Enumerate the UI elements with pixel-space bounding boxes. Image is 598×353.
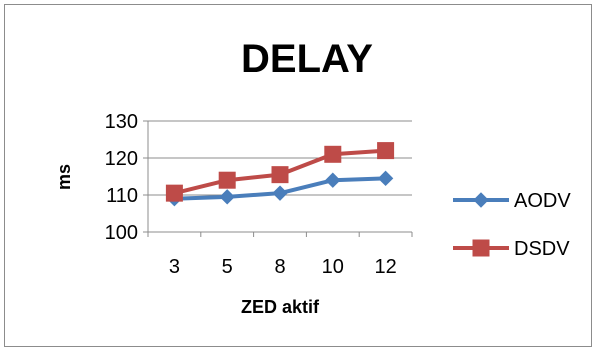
chart-frame — [4, 4, 592, 347]
y-tick-label: 100 — [105, 222, 138, 244]
y-tick-label: 110 — [106, 185, 138, 207]
data-point — [218, 171, 236, 189]
x-tick-label: 5 — [222, 256, 233, 278]
x-tick-label: 10 — [322, 256, 344, 278]
series-group — [165, 142, 395, 207]
x-tick-labels: 3 5 8 10 12 — [169, 256, 397, 278]
y-axis-title: ms — [54, 164, 74, 190]
legend-item-aodv: AODV — [453, 190, 571, 212]
gridlines — [148, 120, 412, 196]
data-point — [325, 172, 341, 188]
data-point — [271, 166, 289, 184]
data-point — [377, 142, 395, 160]
x-axis-title: ZED aktif — [241, 297, 320, 317]
data-point — [272, 185, 288, 201]
axes — [143, 120, 413, 237]
data-point — [377, 170, 394, 187]
y-tick-label: 120 — [105, 148, 138, 170]
series-dsdv — [165, 142, 395, 202]
x-tick-label: 12 — [374, 256, 396, 278]
legend-marker — [472, 239, 490, 257]
chart-title: DELAY — [241, 37, 373, 81]
x-tick-label: 3 — [169, 256, 180, 278]
x-tick-label: 8 — [274, 256, 285, 278]
data-point — [219, 189, 235, 205]
legend: AODV DSDV — [453, 190, 571, 260]
legend-label: DSDV — [514, 238, 570, 260]
legend-label: AODV — [514, 190, 571, 212]
legend-item-dsdv: DSDV — [453, 238, 570, 260]
y-tick-labels: 100 110 120 130 — [105, 111, 138, 244]
y-tick-label: 130 — [105, 111, 138, 133]
data-point — [324, 145, 342, 163]
legend-marker — [473, 192, 489, 208]
data-point — [165, 184, 183, 202]
